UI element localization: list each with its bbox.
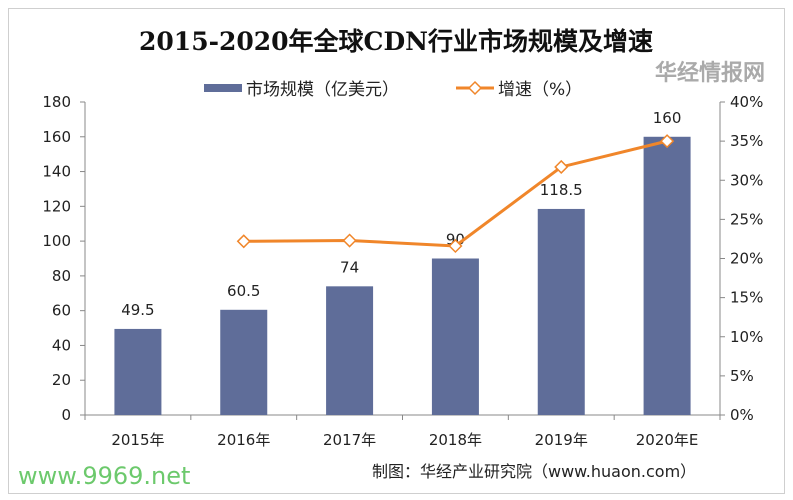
left-tick-label: 20	[52, 371, 71, 389]
bar	[114, 328, 162, 415]
watermark-logo: 华经情报网	[655, 60, 765, 86]
x-tick-label: 2016年	[217, 431, 270, 449]
left-tick-label: 80	[52, 267, 71, 285]
right-tick-label: 5%	[730, 367, 754, 385]
source-note: 制图：华经产业研究院（www.huaon.com）	[372, 462, 696, 481]
x-tick-label: 2019年	[535, 431, 588, 449]
x-tick-label: 2015年	[111, 431, 164, 449]
chart-title: 2015-2020年全球CDN行业市场规模及增速	[139, 27, 653, 56]
bar	[431, 258, 479, 415]
left-tick-label: 160	[42, 128, 71, 146]
bar-data-label: 118.5	[540, 181, 583, 199]
bar-data-label: 60.5	[227, 282, 260, 300]
left-tick-label: 180	[42, 93, 71, 111]
right-tick-label: 0%	[730, 406, 754, 424]
right-tick-label: 35%	[730, 132, 763, 150]
left-tick-label: 140	[42, 163, 71, 181]
growth-point	[554, 159, 569, 175]
right-tick-label: 20%	[730, 250, 763, 268]
right-tick-label: 30%	[730, 171, 763, 189]
growth-point	[236, 234, 251, 249]
bar-data-label: 160	[653, 109, 682, 127]
legend-diamond-icon	[467, 80, 483, 96]
right-tick-label: 15%	[730, 289, 763, 307]
left-tick-label: 40	[52, 336, 71, 354]
bar	[537, 208, 585, 415]
growth-point	[448, 238, 463, 254]
legend-bar-swatch	[204, 84, 242, 92]
left-tick-label: 60	[52, 302, 71, 320]
x-tick-label: 2018年	[429, 431, 482, 449]
right-tick-label: 10%	[730, 328, 763, 346]
right-tick-label: 25%	[730, 210, 763, 228]
watermark-site: www.9969.net	[18, 462, 190, 490]
bar-data-label: 74	[340, 258, 359, 276]
growth-point	[660, 134, 675, 149]
chart-frame	[8, 8, 785, 494]
x-tick-label: 2017年	[323, 431, 376, 449]
x-tick-label: 2020年E	[636, 431, 699, 449]
bar	[643, 136, 691, 415]
right-tick-label: 40%	[730, 93, 763, 111]
bar	[326, 286, 374, 415]
left-tick-label: 0	[61, 406, 71, 424]
left-tick-label: 100	[42, 232, 71, 250]
left-tick-label: 120	[42, 197, 71, 215]
growth-point	[342, 233, 357, 248]
bar-data-label: 49.5	[121, 301, 154, 319]
legend-bar-label: 市场规模（亿美元）	[246, 80, 399, 100]
bar	[220, 309, 268, 415]
legend-line-label: 增速（%）	[498, 80, 582, 100]
